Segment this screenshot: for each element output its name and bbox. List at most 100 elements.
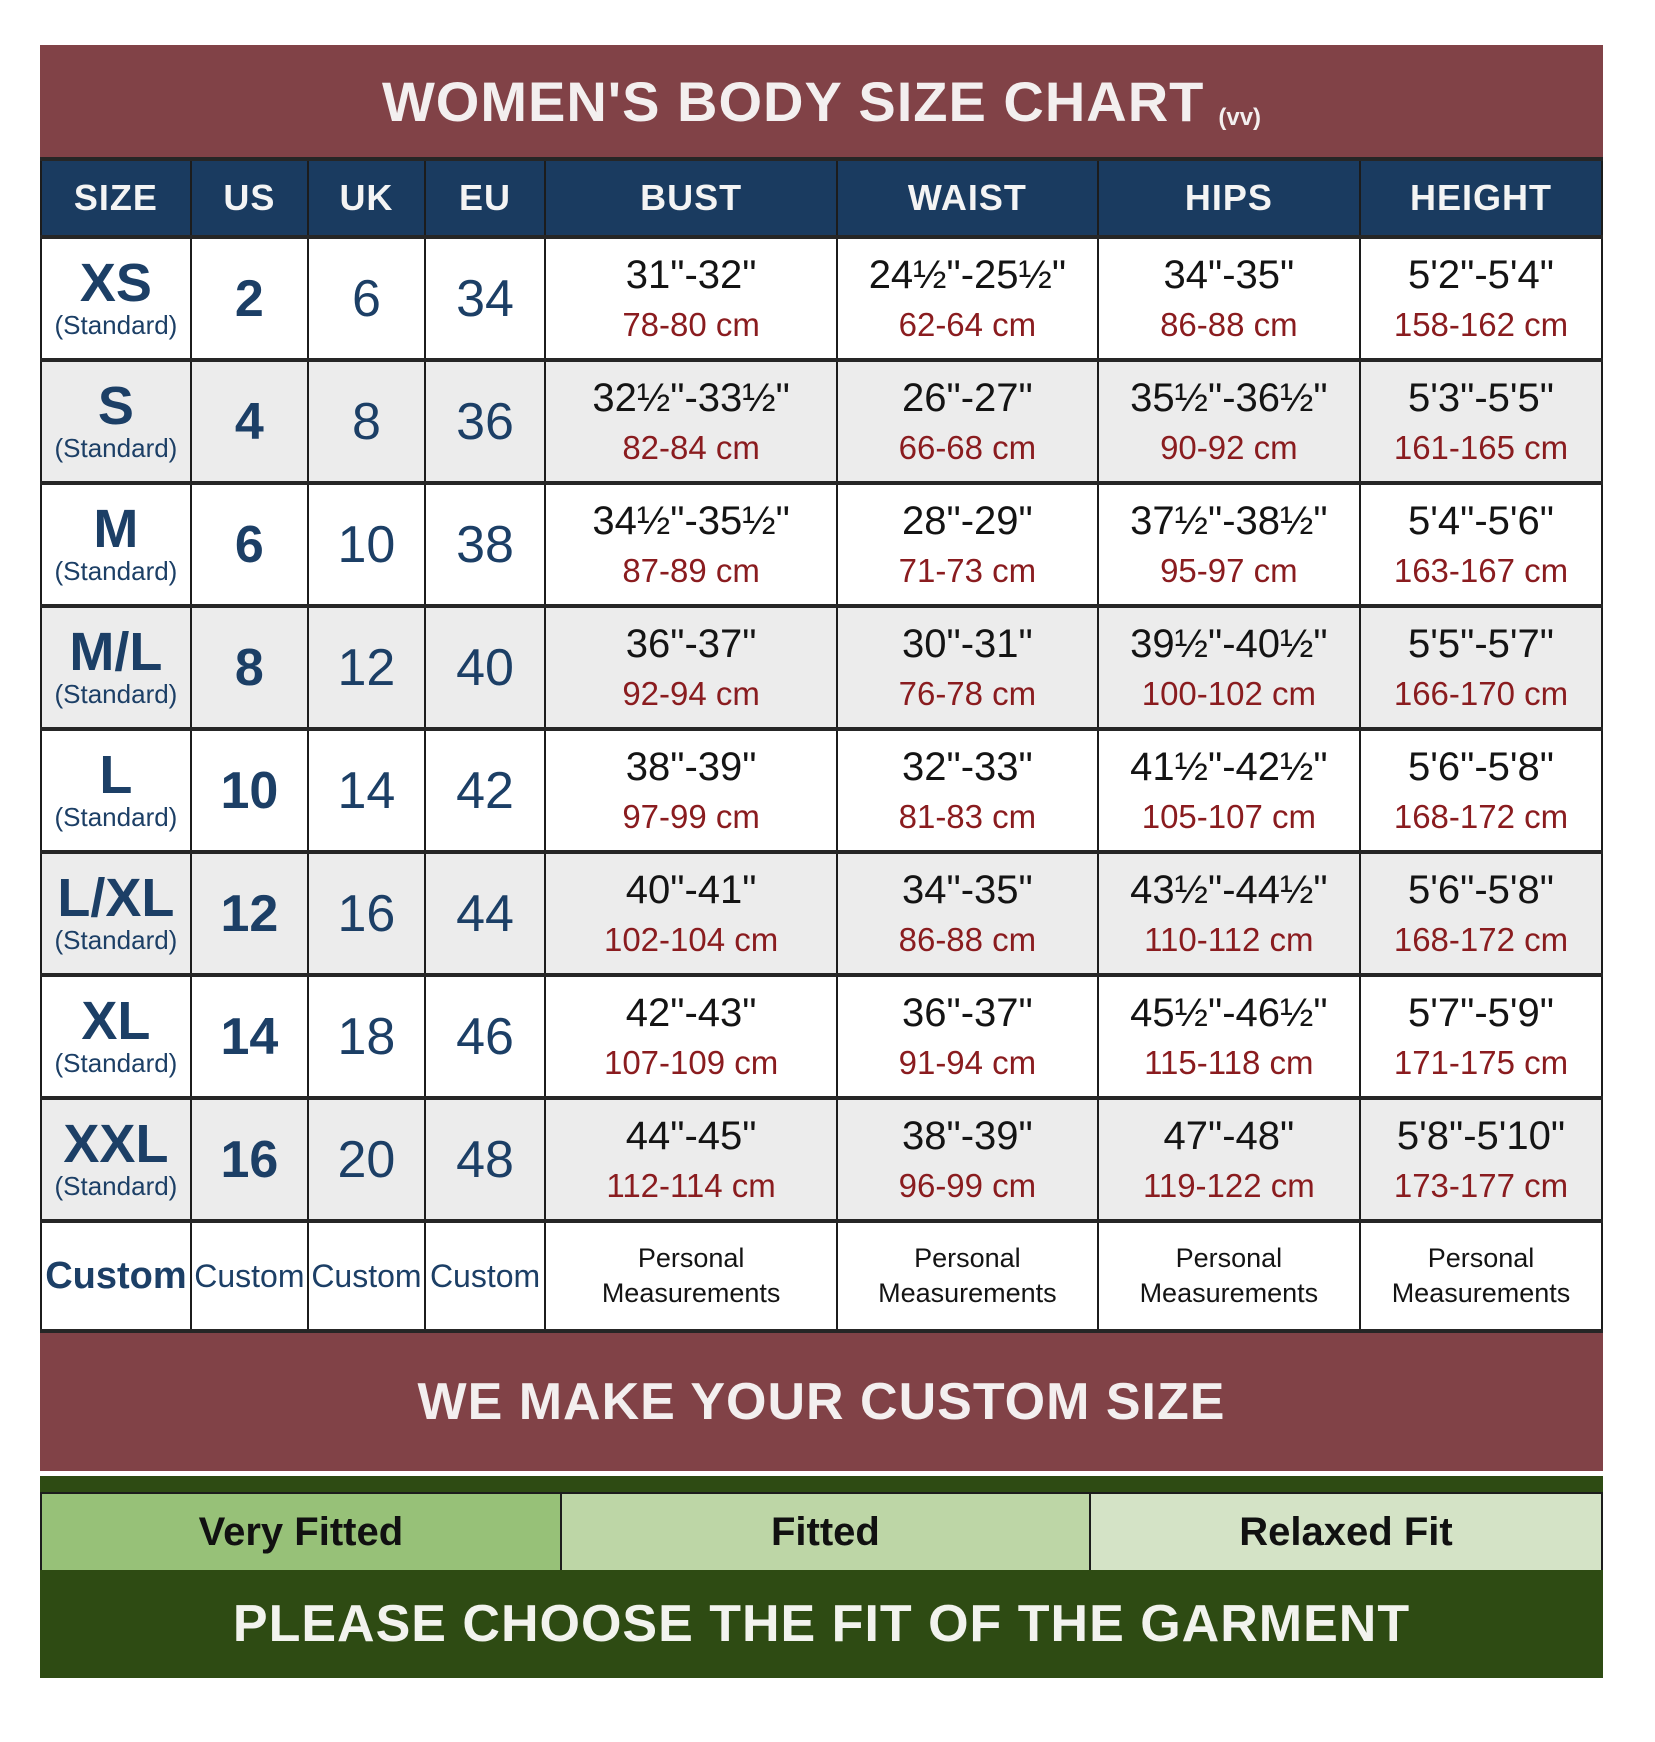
bust-inches-value: 32½"-33½": [592, 376, 790, 421]
bust-cm-value: 97-99 cm: [622, 798, 760, 836]
size-cell: XL (Standard): [40, 973, 192, 1100]
green-divider-strip: [40, 1476, 1603, 1492]
uk-cell: 16: [306, 850, 426, 977]
standard-label: (Standard): [54, 1048, 178, 1079]
table-row: L/XL (Standard) 12 16 44 40"-41" 102-104 cm 34"…: [40, 850, 1604, 977]
custom-uk-cell: Custom: [306, 1219, 426, 1333]
fit-option-relaxed-fit: Relaxed Fit: [1090, 1494, 1601, 1570]
waist-inches-value: 34"-35": [902, 868, 1033, 913]
size-cell: XXL (Standard): [40, 1096, 192, 1223]
custom-bust-cell: Personal Measurements: [544, 1219, 839, 1333]
hips-cell: 37½"-38½" 95-97 cm: [1096, 481, 1361, 608]
custom-size-banner: WE MAKE YOUR CUSTOM SIZE: [40, 1333, 1603, 1471]
hips-cell: 41½"-42½" 105-107 cm: [1096, 727, 1361, 854]
us-cell: 12: [189, 850, 309, 977]
us-cell: 14: [189, 973, 309, 1100]
hips-cell: 35½"-36½" 90-92 cm: [1096, 358, 1361, 485]
height-inches-value: 5'2"-5'4": [1407, 253, 1554, 298]
eu-cell: 34: [423, 235, 547, 362]
personal-measurements-label: Personal: [1175, 1242, 1283, 1273]
uk-cell: 10: [306, 481, 426, 608]
height-cell: 5'6"-5'8" 168-172 cm: [1358, 727, 1604, 854]
hips-cm-value: 100-102 cm: [1141, 675, 1316, 713]
size-label: L/XL: [57, 868, 175, 929]
height-cm-value: 173-177 cm: [1393, 1167, 1569, 1205]
height-cell: 5'5"-5'7" 166-170 cm: [1358, 604, 1604, 731]
size-cell: M/L (Standard): [40, 604, 192, 731]
header-size: SIZE: [40, 157, 192, 239]
waist-cell: 30"-31" 76-78 cm: [836, 604, 1099, 731]
personal-measurements-label: Measurements: [1391, 1278, 1571, 1308]
uk-cell: 8: [306, 358, 426, 485]
bust-cm-value: 102-104 cm: [603, 921, 779, 959]
header-row: SIZE US UK EU BUST WAIST HIPS HEIGHT: [40, 157, 1604, 239]
eu-cell: 46: [423, 973, 547, 1100]
bust-inches-value: 44"-45": [625, 1114, 757, 1159]
header-height: HEIGHT: [1358, 157, 1604, 239]
height-cm-value: 163-167 cm: [1393, 552, 1569, 590]
size-label: M/L: [69, 622, 163, 683]
waist-cm-value: 81-83 cm: [898, 798, 1037, 836]
waist-inches-value: 36"-37": [902, 991, 1033, 1036]
table-row: M/L (Standard) 8 12 40 36"-37" 92-94 cm 30"-31"…: [40, 604, 1604, 731]
waist-cm-value: 86-88 cm: [898, 921, 1037, 959]
height-cell: 5'6"-5'8" 168-172 cm: [1358, 850, 1604, 977]
bust-inches-value: 34½"-35½": [592, 499, 790, 544]
hips-cm-value: 115-118 cm: [1144, 1044, 1314, 1082]
hips-inches-value: 47"-48": [1163, 1114, 1295, 1159]
bust-cm-value: 107-109 cm: [603, 1044, 779, 1082]
height-cell: 5'2"-5'4" 158-162 cm: [1358, 235, 1604, 362]
size-label: L: [99, 745, 133, 806]
waist-inches-value: 32"-33": [902, 745, 1033, 790]
bust-cell: 40"-41" 102-104 cm: [544, 850, 839, 977]
hips-cell: 47"-48" 119-122 cm: [1096, 1096, 1361, 1223]
bust-cm-value: 82-84 cm: [622, 429, 760, 467]
bust-cm-value: 87-89 cm: [622, 552, 760, 590]
uk-cell: 12: [306, 604, 426, 731]
fit-options-row: Very Fitted Fitted Relaxed Fit: [40, 1492, 1603, 1570]
size-cell: S (Standard): [40, 358, 192, 485]
eu-cell: 40: [423, 604, 547, 731]
waist-inches-value: 26"-27": [902, 376, 1033, 421]
bust-inches-value: 40"-41": [625, 868, 757, 913]
height-cm-value: 166-170 cm: [1393, 675, 1569, 713]
waist-inches-value: 38"-39": [902, 1114, 1033, 1159]
size-label: S: [97, 376, 134, 437]
bust-inches-value: 42"-43": [625, 991, 757, 1036]
personal-measurements-label: Personal: [1427, 1242, 1535, 1273]
height-cm-value: 161-165 cm: [1393, 429, 1569, 467]
personal-measurements-label: Personal: [637, 1242, 745, 1273]
eu-cell: 38: [423, 481, 547, 608]
title-banner: WOMEN'S BODY SIZE CHART (vv): [40, 45, 1603, 157]
hips-inches-value: 43½"-44½": [1130, 868, 1328, 913]
height-inches-value: 5'8"-5'10": [1396, 1114, 1566, 1159]
size-cell: XS (Standard): [40, 235, 192, 362]
height-inches-value: 5'5"-5'7": [1407, 622, 1554, 667]
eu-cell: 48: [423, 1096, 547, 1223]
custom-eu-cell: Custom: [423, 1219, 547, 1333]
height-cm-value: 171-175 cm: [1393, 1044, 1569, 1082]
title-suffix: (vv): [1218, 104, 1262, 131]
size-label: XXL: [63, 1114, 169, 1175]
table-row: XXL (Standard) 16 20 48 44"-45" 112-114 cm 38"-…: [40, 1096, 1604, 1223]
bust-inches-value: 36"-37": [625, 622, 757, 667]
standard-label: (Standard): [54, 802, 178, 833]
personal-measurements-label: Personal: [914, 1242, 1021, 1273]
fit-option-very-fitted: Very Fitted: [42, 1494, 562, 1570]
standard-label: (Standard): [54, 556, 178, 587]
waist-cell: 32"-33" 81-83 cm: [836, 727, 1099, 854]
height-cm-value: 168-172 cm: [1393, 798, 1569, 836]
personal-measurements-label: Measurements: [878, 1278, 1057, 1308]
hips-inches-value: 35½"-36½": [1130, 376, 1328, 421]
eu-cell: 44: [423, 850, 547, 977]
us-cell: 10: [189, 727, 309, 854]
size-cell: M (Standard): [40, 481, 192, 608]
standard-label: (Standard): [54, 925, 178, 956]
waist-cm-value: 91-94 cm: [898, 1044, 1037, 1082]
hips-cell: 34"-35" 86-88 cm: [1096, 235, 1361, 362]
hips-cell: 45½"-46½" 115-118 cm: [1096, 973, 1361, 1100]
waist-cm-value: 76-78 cm: [898, 675, 1037, 713]
us-cell: 6: [189, 481, 309, 608]
hips-cm-value: 90-92 cm: [1160, 429, 1298, 467]
bust-cell: 42"-43" 107-109 cm: [544, 973, 839, 1100]
